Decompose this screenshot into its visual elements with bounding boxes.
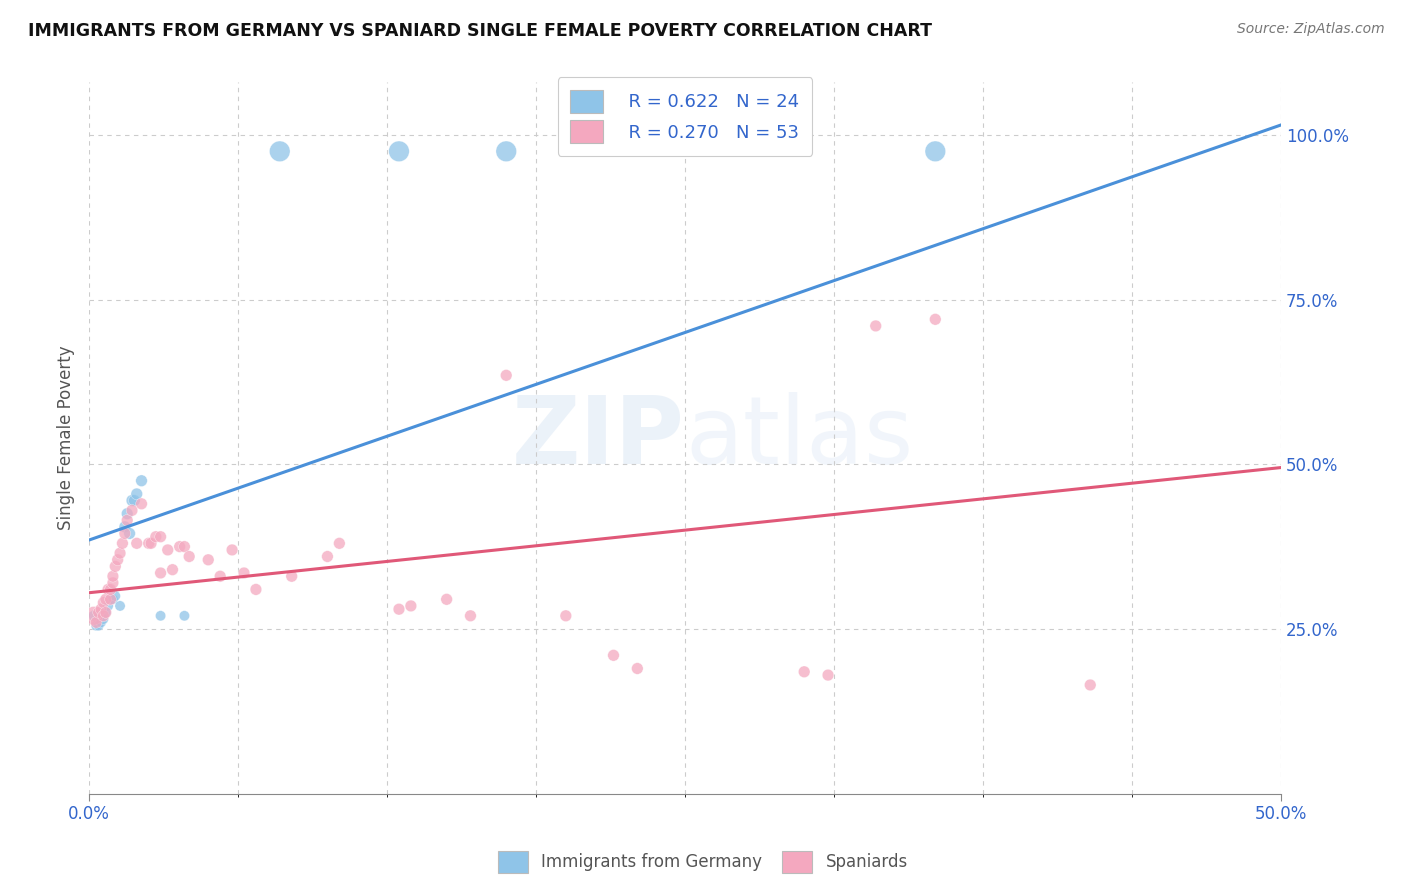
Point	[114, 520, 136, 534]
Point	[131, 497, 153, 511]
Point	[626, 661, 648, 675]
Point	[209, 569, 232, 583]
Point	[87, 618, 110, 632]
Point	[107, 553, 129, 567]
Point	[602, 648, 624, 663]
Point	[118, 526, 141, 541]
Point	[104, 559, 127, 574]
Point	[221, 542, 243, 557]
Point	[233, 566, 256, 580]
Point	[97, 599, 120, 613]
Point	[83, 608, 105, 623]
Point	[865, 318, 887, 333]
Point	[162, 563, 184, 577]
Point	[436, 592, 458, 607]
Point	[87, 606, 110, 620]
Point	[145, 530, 167, 544]
Text: IMMIGRANTS FROM GERMANY VS SPANIARD SINGLE FEMALE POVERTY CORRELATION CHART: IMMIGRANTS FROM GERMANY VS SPANIARD SING…	[28, 22, 932, 40]
Point	[114, 526, 136, 541]
Point	[793, 665, 815, 679]
Y-axis label: Single Female Poverty: Single Female Poverty	[58, 345, 75, 530]
Point	[84, 618, 107, 632]
Legend: Immigrants from Germany, Spaniards: Immigrants from Germany, Spaniards	[491, 845, 915, 880]
Point	[90, 615, 112, 630]
Point	[269, 145, 291, 159]
Point	[101, 592, 124, 607]
Point	[94, 606, 117, 620]
Point	[115, 507, 138, 521]
Point	[149, 530, 172, 544]
Point	[101, 569, 124, 583]
Point	[924, 145, 946, 159]
Point	[93, 596, 115, 610]
Point	[108, 599, 131, 613]
Point	[93, 608, 115, 623]
Point	[460, 608, 482, 623]
Point	[104, 589, 127, 603]
Point	[388, 145, 411, 159]
Point	[121, 503, 143, 517]
Point	[115, 513, 138, 527]
Point	[169, 540, 191, 554]
Point	[121, 493, 143, 508]
Point	[197, 553, 219, 567]
Point	[149, 566, 172, 580]
Point	[316, 549, 339, 564]
Point	[156, 542, 179, 557]
Point	[101, 575, 124, 590]
Point	[93, 612, 115, 626]
Point	[100, 592, 122, 607]
Point	[125, 536, 148, 550]
Point	[554, 608, 576, 623]
Legend:   R = 0.622   N = 24,   R = 0.270   N = 53: R = 0.622 N = 24, R = 0.270 N = 53	[558, 77, 813, 156]
Point	[125, 487, 148, 501]
Point	[108, 546, 131, 560]
Point	[280, 569, 302, 583]
Point	[495, 145, 517, 159]
Point	[1078, 678, 1101, 692]
Point	[94, 592, 117, 607]
Point	[90, 602, 112, 616]
Text: Source: ZipAtlas.com: Source: ZipAtlas.com	[1237, 22, 1385, 37]
Point	[84, 615, 107, 630]
Point	[817, 668, 839, 682]
Point	[388, 602, 411, 616]
Point	[139, 536, 162, 550]
Point	[100, 582, 122, 597]
Point	[124, 493, 146, 508]
Point	[173, 540, 195, 554]
Point	[399, 599, 422, 613]
Point	[179, 549, 201, 564]
Point	[173, 608, 195, 623]
Point	[245, 582, 267, 597]
Point	[94, 606, 117, 620]
Point	[495, 368, 517, 383]
Point	[149, 608, 172, 623]
Point	[83, 608, 105, 623]
Text: ZIP: ZIP	[512, 392, 685, 484]
Point	[131, 474, 153, 488]
Point	[111, 536, 134, 550]
Point	[100, 592, 122, 607]
Point	[924, 312, 946, 326]
Point	[138, 536, 160, 550]
Text: atlas: atlas	[685, 392, 914, 484]
Point	[97, 582, 120, 597]
Point	[328, 536, 350, 550]
